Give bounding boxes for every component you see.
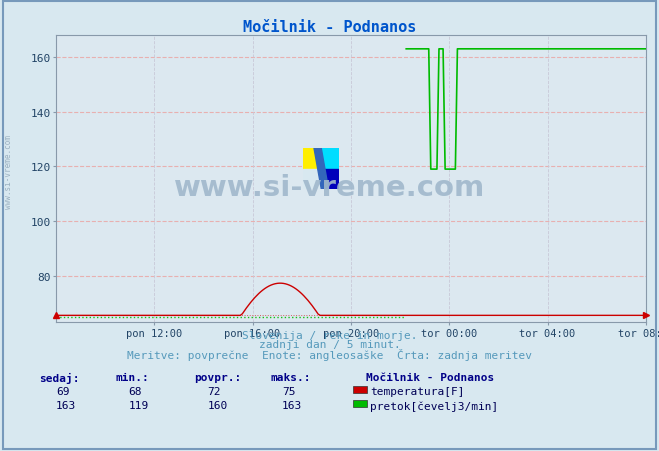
Text: 72: 72 [208, 387, 221, 396]
Text: temperatura[F]: temperatura[F] [370, 387, 465, 396]
Text: Slovenija / reke in morje.: Slovenija / reke in morje. [242, 330, 417, 340]
Polygon shape [314, 149, 329, 189]
Text: maks.:: maks.: [270, 372, 310, 382]
Text: pretok[čevelj3/min]: pretok[čevelj3/min] [370, 400, 499, 411]
Text: min.:: min.: [115, 372, 149, 382]
Text: 163: 163 [282, 400, 302, 410]
Text: 163: 163 [56, 400, 76, 410]
Text: Močilnik - Podnanos: Močilnik - Podnanos [243, 20, 416, 35]
Bar [322, 169, 339, 189]
Text: www.si-vreme.com: www.si-vreme.com [4, 134, 13, 208]
Text: sedaj:: sedaj: [40, 372, 80, 383]
Text: zadnji dan / 5 minut.: zadnji dan / 5 minut. [258, 339, 401, 349]
Bar [303, 149, 322, 169]
Text: Meritve: povprečne  Enote: angleosaške  Črta: zadnja meritev: Meritve: povprečne Enote: angleosaške Čr… [127, 348, 532, 360]
Text: 68: 68 [129, 387, 142, 396]
Text: www.si-vreme.com: www.si-vreme.com [174, 173, 485, 201]
Text: povpr.:: povpr.: [194, 372, 242, 382]
Text: Močilnik - Podnanos: Močilnik - Podnanos [366, 372, 494, 382]
Bar [303, 169, 322, 189]
Text: 119: 119 [129, 400, 149, 410]
Text: 75: 75 [282, 387, 295, 396]
Bar [322, 149, 339, 169]
Text: 160: 160 [208, 400, 228, 410]
Text: 69: 69 [56, 387, 69, 396]
